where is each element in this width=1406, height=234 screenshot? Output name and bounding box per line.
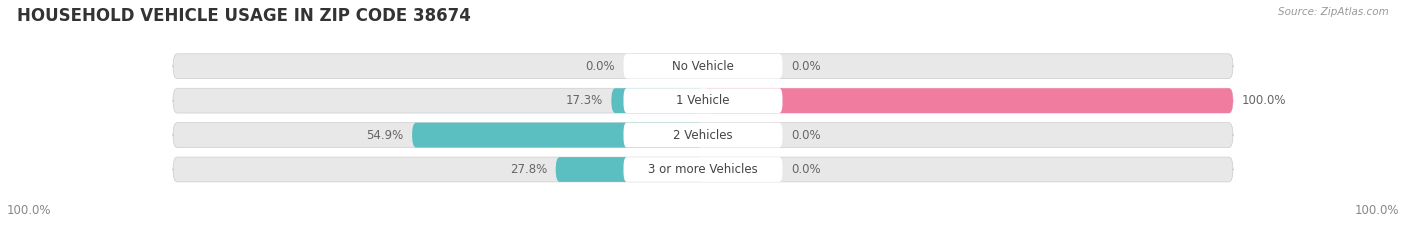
Text: 0.0%: 0.0% [792, 128, 821, 142]
FancyBboxPatch shape [412, 123, 703, 147]
Text: 2 Vehicles: 2 Vehicles [673, 128, 733, 142]
FancyBboxPatch shape [623, 157, 783, 182]
Text: 100.0%: 100.0% [1354, 204, 1399, 217]
Text: 0.0%: 0.0% [585, 60, 614, 73]
Text: 0.0%: 0.0% [792, 60, 821, 73]
FancyBboxPatch shape [173, 123, 1233, 147]
FancyBboxPatch shape [623, 123, 783, 147]
FancyBboxPatch shape [173, 88, 1233, 113]
Text: 54.9%: 54.9% [367, 128, 404, 142]
FancyBboxPatch shape [623, 54, 783, 79]
FancyBboxPatch shape [703, 88, 1233, 113]
FancyBboxPatch shape [612, 88, 703, 113]
Text: 1 Vehicle: 1 Vehicle [676, 94, 730, 107]
FancyBboxPatch shape [173, 157, 1233, 182]
Text: Source: ZipAtlas.com: Source: ZipAtlas.com [1278, 7, 1389, 17]
Text: HOUSEHOLD VEHICLE USAGE IN ZIP CODE 38674: HOUSEHOLD VEHICLE USAGE IN ZIP CODE 3867… [17, 7, 471, 25]
Text: 27.8%: 27.8% [510, 163, 547, 176]
Text: 100.0%: 100.0% [7, 204, 52, 217]
FancyBboxPatch shape [623, 88, 783, 113]
Text: 3 or more Vehicles: 3 or more Vehicles [648, 163, 758, 176]
FancyBboxPatch shape [173, 54, 1233, 79]
Text: 17.3%: 17.3% [565, 94, 603, 107]
FancyBboxPatch shape [555, 157, 703, 182]
Text: No Vehicle: No Vehicle [672, 60, 734, 73]
Text: 0.0%: 0.0% [792, 163, 821, 176]
Text: 100.0%: 100.0% [1241, 94, 1286, 107]
